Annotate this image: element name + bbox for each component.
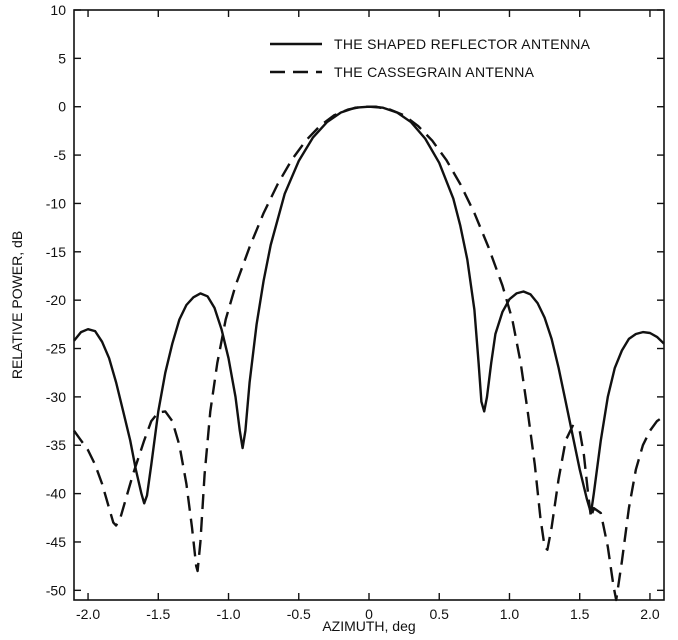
x-tick-label: 1.0 [500, 606, 520, 622]
series-line-shaped-reflector [73, 105, 665, 515]
x-tick-label: 0.5 [430, 606, 450, 622]
y-tick-label: 5 [58, 50, 66, 66]
legend-label-cassegrain: THE CASSEGRAIN ANTENNA [334, 64, 535, 80]
y-axis-label: RELATIVE POWER, dB [9, 231, 25, 379]
x-tick-label: 0 [365, 606, 373, 622]
y-tick-label: -40 [46, 486, 66, 502]
x-tick-label: -0.5 [287, 606, 311, 622]
tick-marks [74, 9, 664, 600]
x-tick-label: 1.5 [570, 606, 590, 622]
x-tick-labels: -2.0 -1.5 -1.0 -0.5 0 0.5 1.0 1.5 2.0 [76, 606, 660, 622]
y-tick-label: -5 [54, 147, 67, 163]
x-tick-label: -2.0 [76, 606, 100, 622]
y-tick-label: -25 [46, 341, 66, 357]
x-tick-label: 2.0 [640, 606, 660, 622]
y-tick-label: -10 [46, 195, 66, 211]
x-tick-label: -1.0 [216, 606, 240, 622]
y-tick-label: -35 [46, 437, 66, 453]
y-tick-label: 10 [50, 2, 66, 18]
series-line-cassegrain [73, 105, 665, 602]
y-tick-label: 0 [58, 99, 66, 115]
y-tick-label: -15 [46, 244, 66, 260]
x-axis-label: AZIMUTH, deg [322, 618, 415, 634]
y-tick-label: -30 [46, 389, 66, 405]
legend-label-shaped-reflector: THE SHAPED REFLECTOR ANTENNA [334, 36, 591, 52]
plot-frame [73, 9, 665, 601]
y-tick-label: -45 [46, 534, 66, 550]
legend: THE SHAPED REFLECTOR ANTENNA THE CASSEGR… [270, 36, 591, 80]
y-tick-labels: 10 5 0 -5 -10 -15 -20 -25 -30 -35 -40 -45 -50 [46, 2, 66, 598]
x-tick-label: -1.5 [146, 606, 170, 622]
y-tick-label: -20 [46, 292, 66, 308]
y-tick-label: -50 [46, 582, 66, 598]
series-layer [73, 105, 665, 602]
